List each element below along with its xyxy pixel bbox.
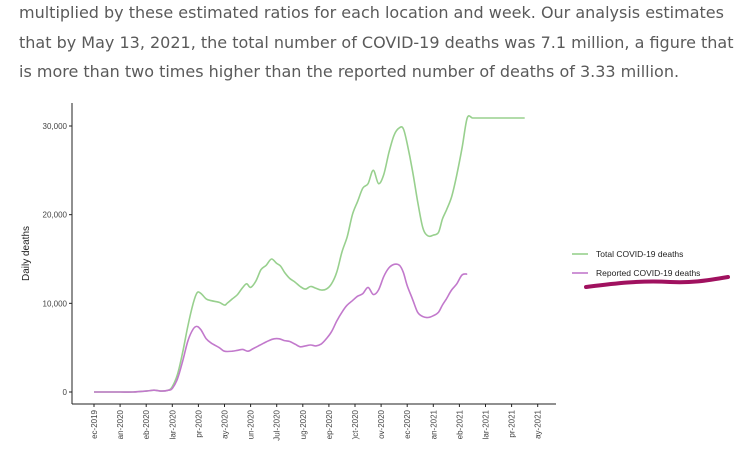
- y-tick-label: 10,000: [43, 299, 68, 308]
- x-tick-label: eb-2021: [455, 409, 464, 439]
- article-line: that by May 13, 2021, the total number o…: [19, 32, 734, 52]
- axes: 0 10,000 20,000 30,000 Daily deaths ec-2019 an…: [21, 103, 556, 441]
- x-tick-label: un-2020: [247, 409, 256, 439]
- article-line: is more than two times higher than the r…: [19, 62, 680, 81]
- y-axis-title: Daily deaths: [21, 226, 32, 281]
- series-line-total-deaths: [94, 115, 525, 393]
- x-tick-label: ay-2021: [534, 409, 543, 438]
- legend-label: Total COVID-19 deaths: [596, 249, 683, 259]
- x-tick-label: ug-2020: [299, 409, 308, 439]
- x-tick-label: lar-2020: [168, 409, 177, 439]
- highlight-underline: [584, 275, 730, 289]
- x-tick-label: ec-2020: [403, 409, 412, 438]
- x-tick-label: Jul-2020: [273, 409, 282, 440]
- x-tick-label: ov-2020: [377, 409, 386, 438]
- article-text: multiplied by these estimated ratios for…: [19, 0, 739, 87]
- x-tick-label: an-2021: [429, 409, 438, 439]
- series-line-reported-deaths: [94, 263, 468, 393]
- x-tick-label: ec-2019: [90, 409, 99, 438]
- x-tick-label: ay-2020: [221, 409, 230, 438]
- x-tick-label: pr-2021: [508, 409, 517, 437]
- y-tick-label: 20,000: [43, 211, 68, 220]
- y-tick-label: 0: [63, 388, 68, 397]
- series-lines: [94, 115, 525, 393]
- x-tick-label: lar-2021: [482, 409, 491, 439]
- article-line: multiplied by these estimated ratios for…: [19, 3, 724, 22]
- x-tick-label: ep-2020: [325, 409, 334, 439]
- x-tick-label: eb-2020: [142, 409, 151, 439]
- legend: Total COVID-19 deaths Reported COVID-19 d…: [572, 249, 700, 278]
- y-tick-label: 30,000: [43, 122, 68, 131]
- x-tick-label: pr-2020: [194, 409, 203, 437]
- legend-label: Reported COVID-19 deaths: [596, 268, 700, 278]
- x-tick-label: )ct-2020: [351, 409, 360, 439]
- x-tick-label: an-2020: [116, 409, 125, 439]
